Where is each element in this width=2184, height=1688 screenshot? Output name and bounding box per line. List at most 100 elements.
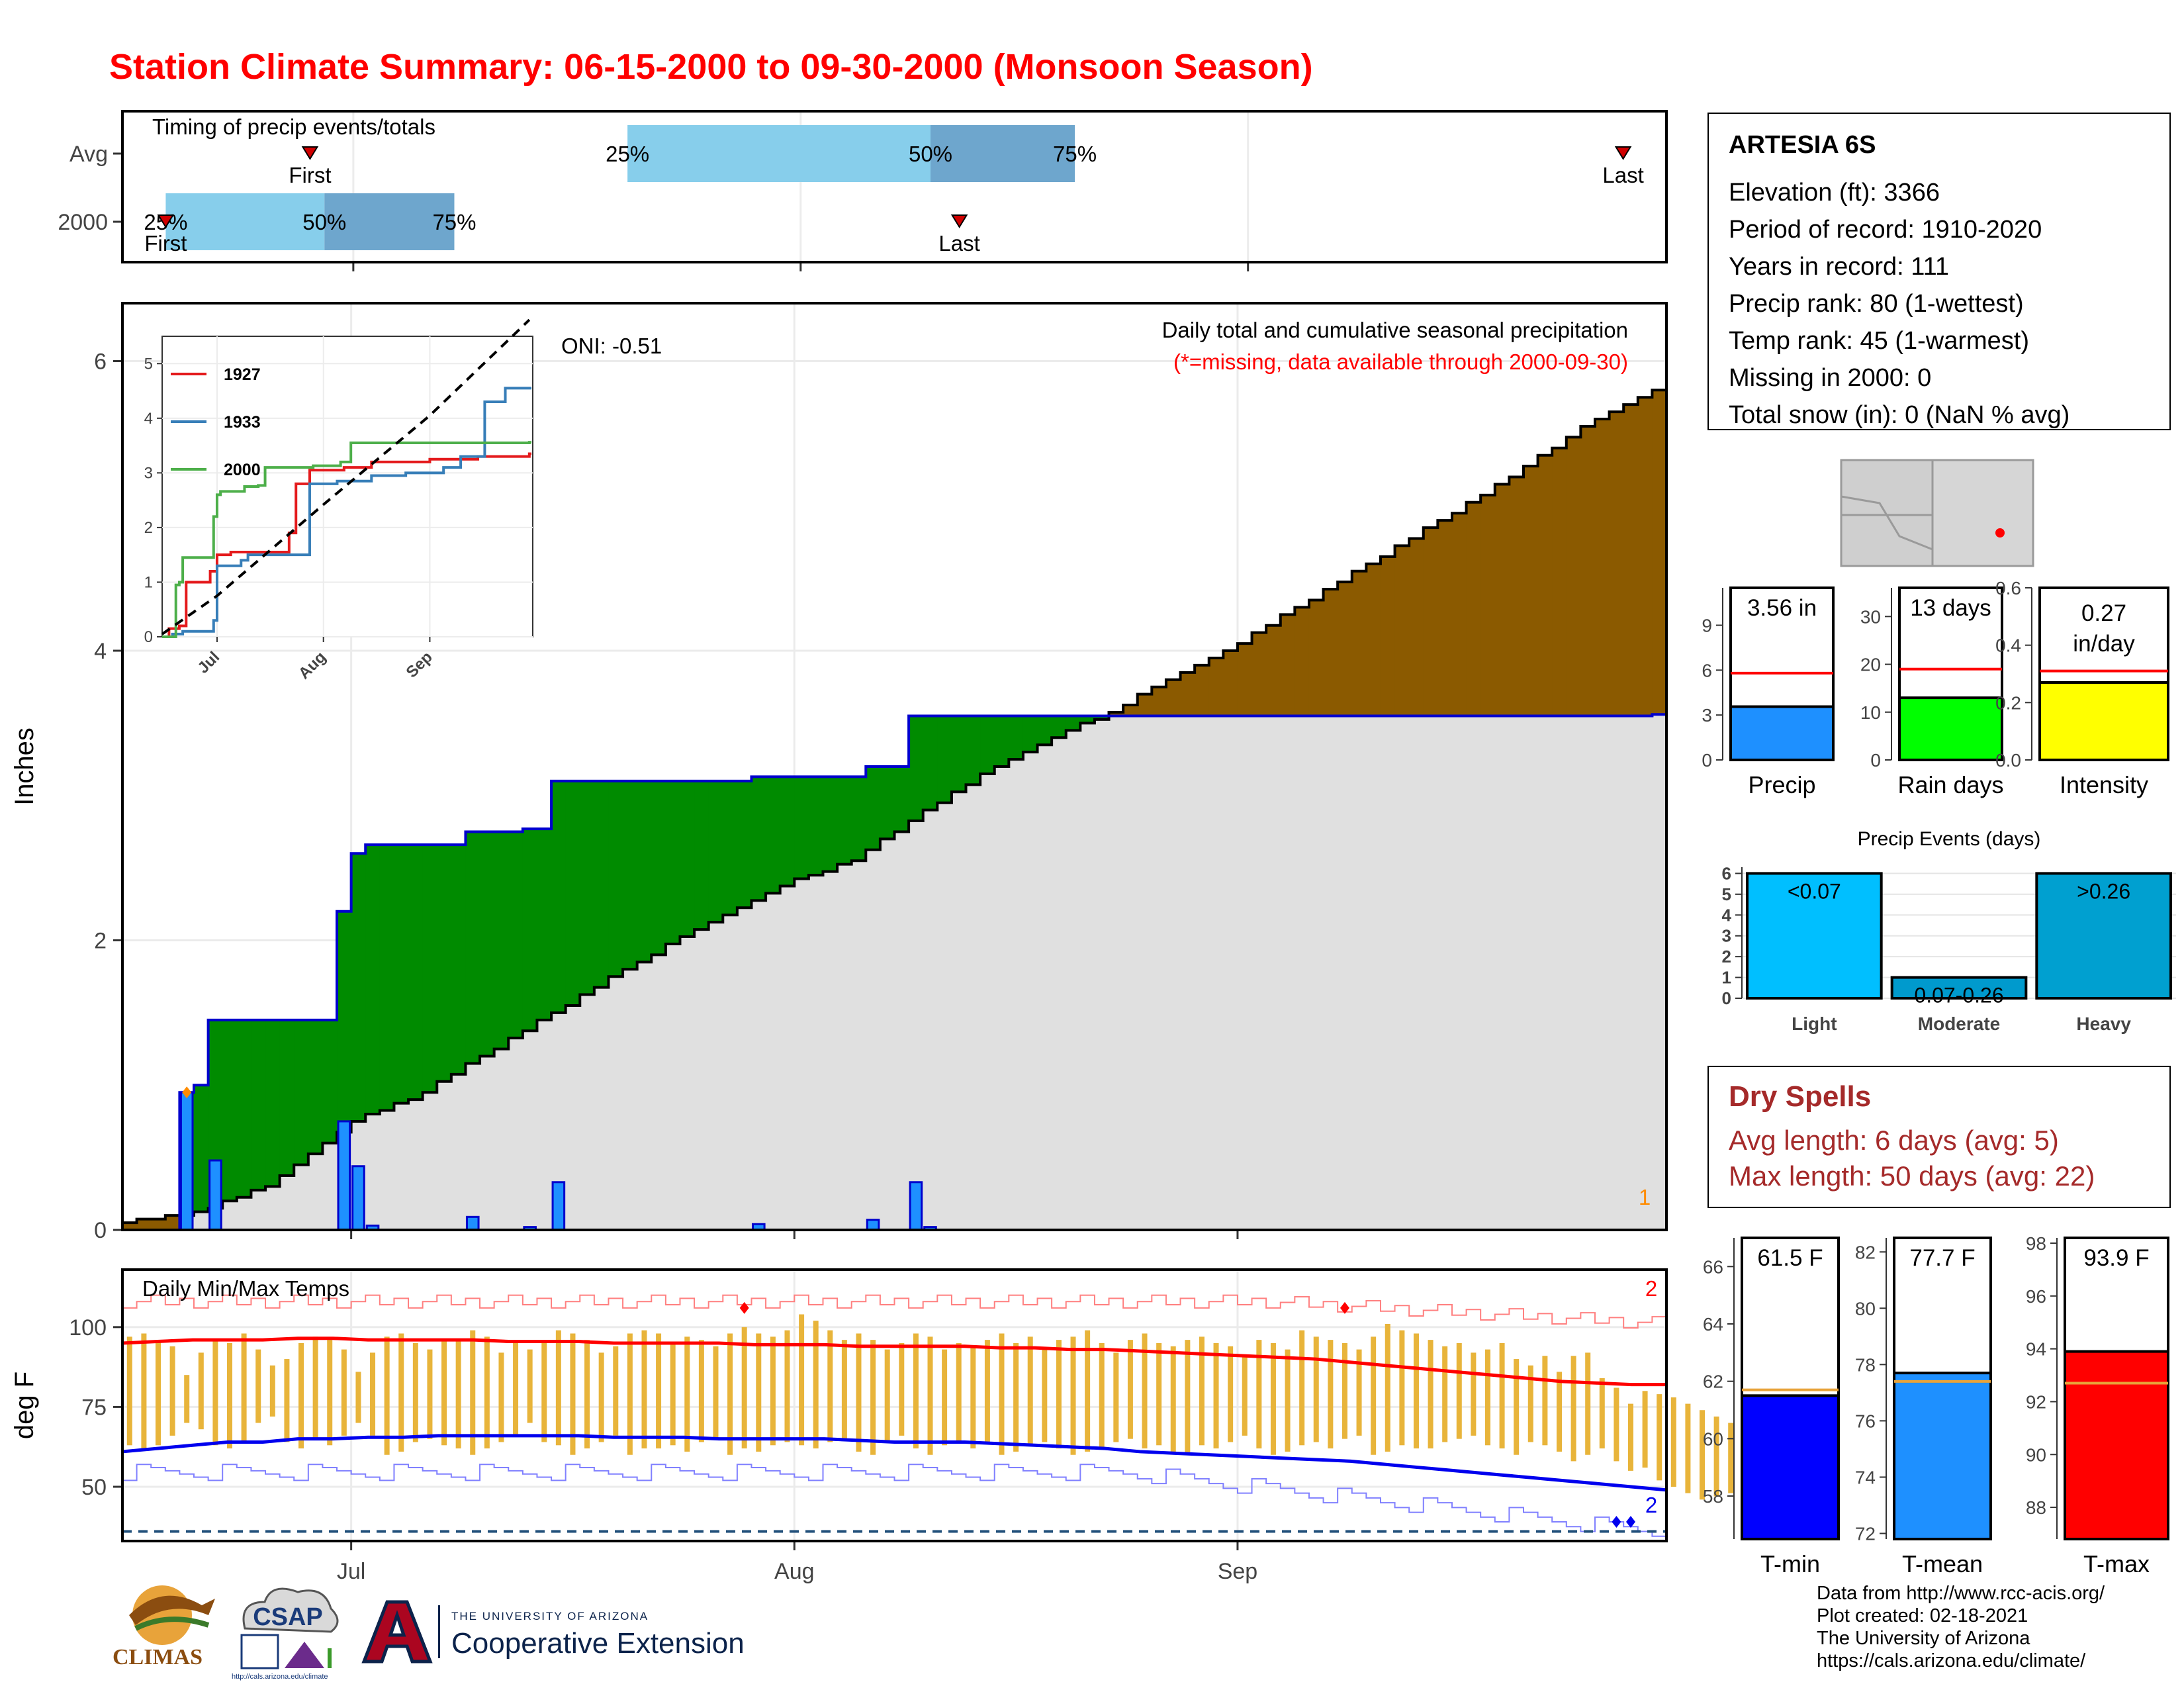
precip-anomaly-band (1023, 716, 1038, 753)
events-bar (2035, 872, 2172, 1000)
daily-precip-bar (866, 1219, 880, 1231)
timing-first-label: First (144, 231, 187, 256)
daily-temp-bar (1213, 1342, 1219, 1449)
tmin_mean-y-tick-label: 58 (1703, 1486, 1723, 1507)
daily-temp-bar (684, 1336, 690, 1452)
tmin_mean-y-tick-label: 62 (1703, 1372, 1723, 1392)
tmean_mean-y-tick-label: 76 (1855, 1411, 1876, 1431)
daily-temp-bar (1527, 1365, 1533, 1442)
tmin_mean-value-label: 61.5 F (1757, 1245, 1823, 1271)
daily-temp-bar (656, 1333, 662, 1449)
map-state-west (1840, 459, 1934, 567)
daily-temp-bar (1556, 1372, 1562, 1452)
daily-temp-bar (1728, 1423, 1734, 1493)
precip-anomaly-band (351, 853, 366, 1121)
tmin_mean-category-label: T-min (1760, 1550, 1820, 1577)
daily-temp-bar (570, 1333, 576, 1455)
events-category-label: Heavy (2076, 1013, 2131, 1034)
events-y-tick-label: 1 (1722, 968, 1731, 988)
daily-temp-bar (1056, 1340, 1062, 1449)
daily-temp-bar (927, 1336, 933, 1455)
daily-temp-bar (427, 1349, 433, 1439)
precip-anomaly-band (322, 1019, 338, 1143)
daily-temp-bar (942, 1349, 948, 1446)
climas-wordmark: CLIMAS (113, 1645, 203, 1669)
daily-temp-bar (756, 1333, 762, 1452)
daily-temp-bar (1413, 1333, 1419, 1449)
inset-plot-area (161, 336, 533, 637)
timing-first-label: First (289, 163, 331, 187)
intensity-y-tick-label: 0.4 (1995, 635, 2021, 656)
precip-anomaly-band (894, 767, 909, 832)
station-missing: Missing in 2000: 0 (1729, 364, 1932, 392)
precip-subtitle: (*=missing, data available through 2000-… (1173, 350, 1628, 374)
daily-temp-bar (1713, 1416, 1719, 1497)
precip-anomaly-band (1609, 412, 1624, 716)
daily-temp-bar (1570, 1356, 1576, 1462)
daily-temp-bar (1356, 1349, 1362, 1436)
precip_total-y-tick-label: 3 (1702, 705, 1712, 726)
tmax_mean-y-tick-label: 90 (2026, 1444, 2046, 1465)
temps-x-tick-label: Jul (337, 1559, 365, 1584)
timing-first-marker (157, 214, 175, 228)
daily-precip-bar (179, 1091, 194, 1231)
daily-temp-bar (1013, 1342, 1019, 1452)
events-y-tick-label: 3 (1722, 926, 1731, 946)
inset-series-1933 (162, 387, 531, 638)
csap-wordmark: CSAP (253, 1603, 323, 1631)
normal-tmin-line (122, 1434, 1667, 1492)
daily-temp-bar (884, 1349, 890, 1442)
daily-temp-bar (1113, 1352, 1119, 1442)
precip-anomaly-band (708, 780, 723, 923)
precip-anomaly-band (766, 776, 781, 894)
precip-anomaly-band (1280, 614, 1295, 716)
precip-anomaly-band (823, 776, 838, 872)
tmax_mean-y-tick-label: 92 (2026, 1391, 2046, 1412)
precip-anomaly-band (1323, 589, 1338, 716)
csap-url: http://cals.arizona.edu/climate (232, 1673, 328, 1681)
map-border (1841, 495, 1933, 551)
events-bar-label: <0.07 (1788, 879, 1841, 903)
daily-temp-bar (813, 1321, 819, 1449)
daily-temp-bar (598, 1352, 604, 1442)
rain_days-bar (1898, 696, 2003, 761)
daily-temp-bar (913, 1333, 919, 1449)
events-bar (1746, 872, 1883, 1000)
precip-y-tick-label: 6 (94, 350, 107, 375)
credits: Data from http://www.rcc-acis.org/ Plot … (1817, 1582, 2105, 1672)
daily-temp-bar (441, 1340, 447, 1446)
daily-temp-bar (1313, 1336, 1319, 1442)
daily-temp-bar (1657, 1394, 1662, 1481)
daily-temp-bar (312, 1336, 318, 1439)
rain_days-y-tick-label: 30 (1860, 606, 1881, 627)
precip-anomaly-band (1652, 390, 1667, 715)
precip_total-value-label: 3.56 in (1747, 595, 1817, 621)
precip-anomaly-band (551, 780, 567, 1013)
precip-anomaly-band (251, 1019, 266, 1190)
precip-anomaly-band (1380, 556, 1396, 716)
tmax_mean-bar (2064, 1350, 2169, 1540)
daily-precip-bar (551, 1181, 566, 1231)
daily-temp-bar (970, 1346, 976, 1449)
tmin_mean-bar (1741, 1394, 1840, 1540)
precip-anomaly-band (780, 776, 795, 886)
daily-precip-bar (337, 1120, 351, 1231)
daily-temp-bar (799, 1314, 805, 1446)
timing-row-label: 2000 (58, 210, 108, 235)
station-precip-rank: Precip rank: 80 (1-wettest) (1729, 290, 2024, 318)
precip-anomaly-band (265, 1019, 281, 1187)
intensity-y-tick-label: 0.6 (1995, 578, 2021, 598)
tmin_mean-y-tick-label: 66 (1703, 1256, 1723, 1277)
record-high-line (122, 1294, 1666, 1329)
precip-anomaly-band (1338, 582, 1353, 716)
timing-panel: Avg25%50%75%FirstLast200025%50%75%FirstL… (58, 110, 1668, 271)
precip-y-tick-label: 0 (94, 1218, 107, 1243)
precip-anomaly-band (1123, 705, 1138, 716)
climas-logo-icon (129, 1585, 215, 1645)
station-name: ARTESIA 6S (1729, 131, 1876, 159)
daily-temp-bar (1371, 1336, 1377, 1455)
station-location-marker (1995, 528, 2005, 538)
daily-temp-bar (198, 1352, 204, 1430)
daily-temp-bar (1642, 1391, 1648, 1468)
precip-anomaly-band (1266, 625, 1281, 716)
